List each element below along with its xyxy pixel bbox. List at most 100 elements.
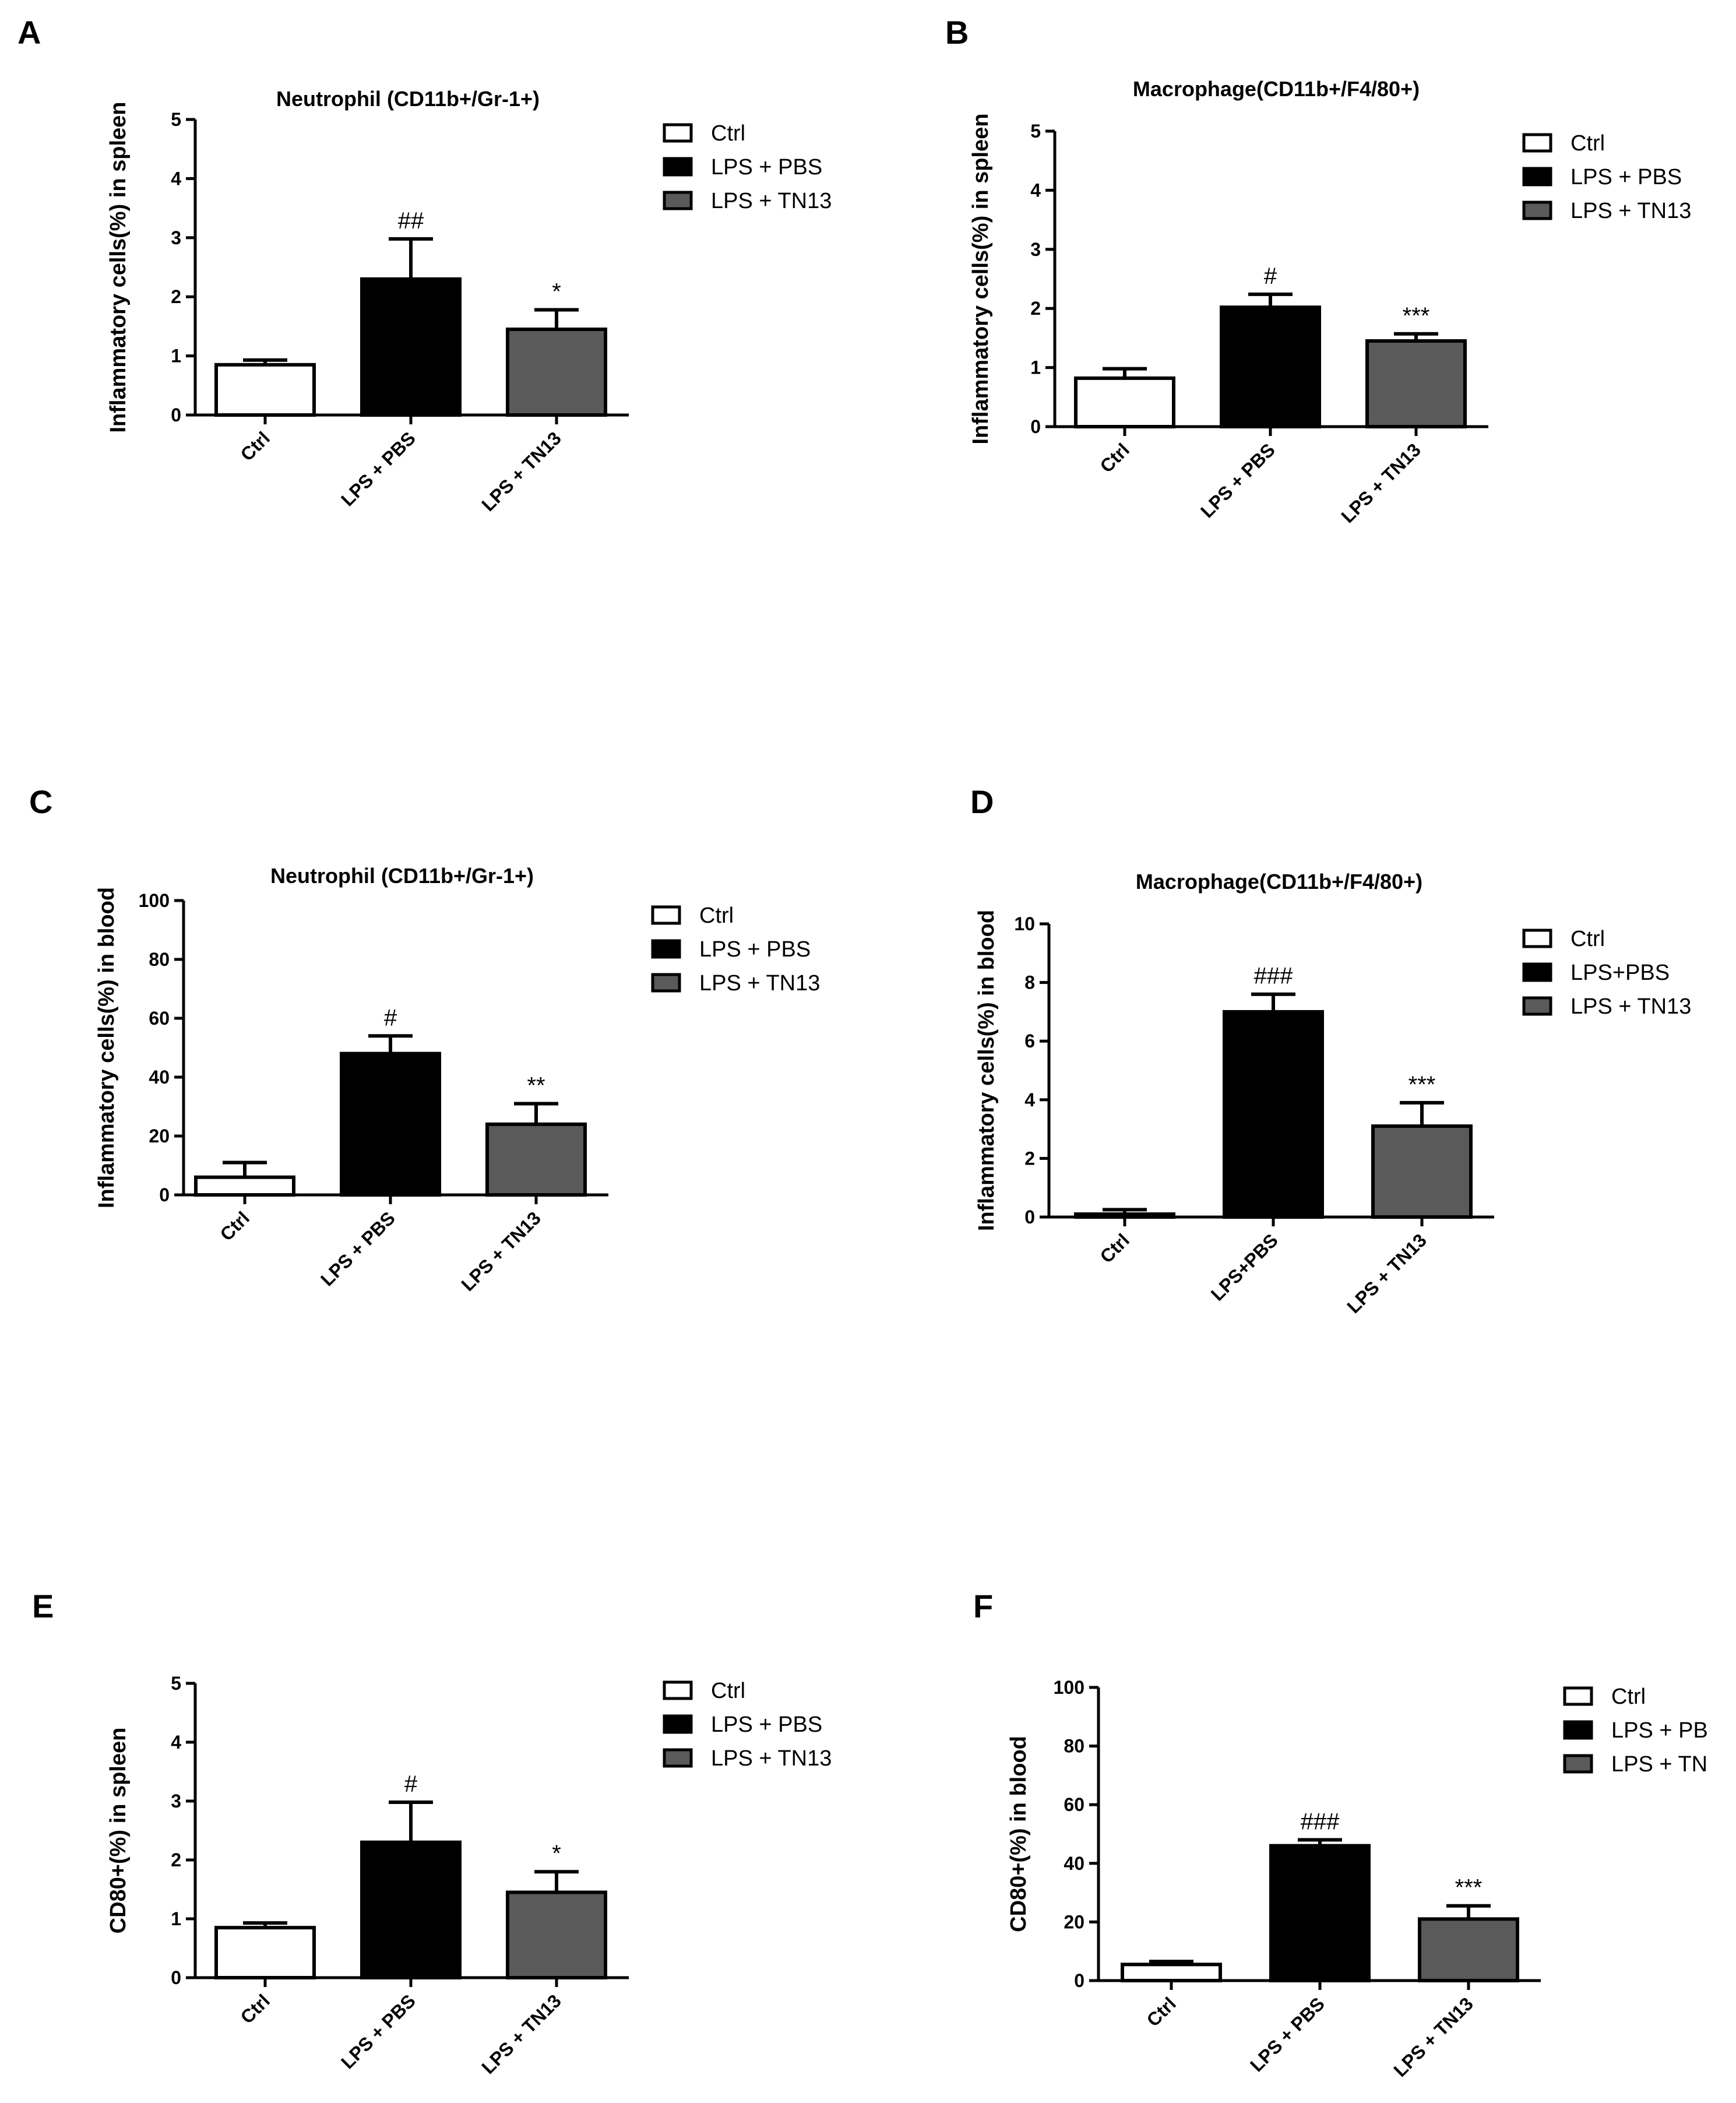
bar [360,277,462,417]
y-tick-label: 1 [1030,357,1041,378]
y-axis-label: Inflammatory cells(%) in spleen [106,101,131,432]
bar [506,1890,607,1980]
y-axis-label: Inflammatory cells(%) in spleen [969,113,993,444]
panel-letter: D [970,783,994,820]
legend-label: LPS+PBS [1571,961,1670,985]
y-tick-label: 3 [1030,239,1041,260]
legend-label: LPS + TN [1611,1752,1707,1777]
x-tick-label: Ctrl [216,1207,253,1244]
x-tick-label: LPS + TN13 [1337,439,1425,527]
legend-label: LPS + PBS [711,155,822,180]
legend: Ctrl LPS+PBS LPS + TN13 [1522,927,1691,1019]
y-tick-label: 5 [1030,121,1041,142]
y-axis-label: Inflammatory cells(%) in blood [974,910,999,1231]
legend: Ctrl LPS + PBS LPS + TN13 [651,903,820,996]
chart-panel-e: E CD80+(%) in spleen 0 1 2 3 4 5 Ctrl # LPS + PBS *… [32,1588,832,2078]
legend-swatch [663,1748,693,1768]
x-tick-label: LPS + TN13 [477,1990,565,2078]
y-tick-label: 6 [1024,1031,1035,1052]
legend-swatch [1563,1754,1593,1774]
y-axis-label: CD80+(%) in spleen [106,1728,131,1934]
x-tick-label: LPS + PBS [337,1990,420,2073]
legend-swatch [1522,167,1552,187]
y-tick-label: 80 [1064,1736,1084,1757]
y-tick-label: 2 [171,1849,181,1870]
x-tick-label: Ctrl [237,1990,274,2027]
panel-letter: C [29,783,52,820]
x-tick-label: LPS + PBS [1196,439,1279,522]
legend-label: Ctrl [1611,1684,1646,1709]
y-tick-label: 20 [1064,1911,1084,1932]
chart-panel-c: C Neutrophil (CD11b+/Gr-1+) Inflammatory c… [29,783,820,1295]
x-tick-label: LPS+PBS [1207,1229,1282,1304]
y-tick-label: 80 [149,949,170,970]
legend-swatch [1522,996,1552,1016]
panel-letter: A [17,14,41,51]
significance-marker: *** [1455,1875,1483,1901]
x-tick-label: Ctrl [1143,1993,1180,2030]
legend-swatch [651,939,681,959]
significance-marker: * [552,1841,561,1866]
y-tick-label: 5 [171,109,181,130]
x-tick-label: LPS + PBS [1246,1993,1329,2076]
bar [1074,376,1175,428]
bar [360,1840,462,1979]
y-tick-label: 5 [171,1673,181,1694]
legend-label: LPS + TN13 [1571,199,1691,223]
legend: Ctrl LPS + PBS LPS + TN13 [663,1679,832,1771]
x-tick-label: Ctrl [1096,1229,1133,1267]
legend-label: Ctrl [699,903,734,928]
legend-label: LPS + TN13 [699,971,820,996]
chart-panel-d: D Macrophage(CD11b+/F4/80+) Inflammatory c… [970,783,1691,1317]
bar [214,1926,316,1979]
bar [1220,305,1321,428]
y-tick-label: 100 [1054,1677,1084,1698]
y-tick-label: 8 [1024,972,1035,993]
y-tick-label: 40 [1064,1853,1084,1874]
bar [1365,339,1467,428]
legend-label: LPS + PB [1611,1718,1708,1743]
legend-swatch [663,123,693,143]
y-tick-label: 4 [171,168,181,189]
y-tick-label: 2 [1024,1148,1035,1169]
y-axis-label: Inflammatory cells(%) in blood [94,887,119,1208]
y-tick-label: 60 [149,1008,170,1029]
significance-marker: ## [398,208,424,234]
x-tick-label: Ctrl [1096,439,1133,476]
legend-swatch [651,973,681,993]
y-tick-label: 0 [171,405,181,425]
legend-label: LPS + TN13 [1571,994,1691,1019]
legend-label: LPS + PBS [711,1712,822,1737]
significance-marker: * [552,279,561,305]
legend-swatch [1522,962,1552,982]
y-tick-label: 2 [171,286,181,307]
bar [485,1122,587,1197]
x-tick-label: LPS + TN13 [1389,1993,1477,2081]
y-tick-label: 4 [1024,1089,1035,1110]
bar [1269,1844,1371,1983]
legend-swatch [651,905,681,925]
legend-swatch [1522,133,1552,153]
x-tick-label: LPS + PBS [316,1207,399,1290]
y-tick-label: 0 [1024,1207,1035,1228]
panel-letter: F [973,1588,993,1624]
y-tick-label: 4 [1030,180,1041,201]
x-tick-label: LPS + TN13 [477,427,565,515]
legend-label: LPS + PBS [1571,165,1682,189]
bar [340,1052,441,1197]
x-tick-label: LPS + TN13 [457,1207,545,1295]
significance-marker: # [384,1005,397,1031]
bar [506,327,607,417]
bar [1074,1212,1175,1219]
significance-marker: *** [1408,1072,1436,1098]
chart-panel-b: B Macrophage(CD11b+/F4/80+) Inflammatory c… [945,14,1691,527]
legend: Ctrl LPS + PB LPS + TN [1563,1684,1708,1777]
legend-label: Ctrl [1571,131,1605,156]
legend-swatch [663,157,693,177]
y-tick-label: 3 [171,1791,181,1812]
y-tick-label: 2 [1030,298,1041,319]
bar [1121,1963,1222,1982]
y-tick-label: 1 [171,346,181,367]
legend-label: Ctrl [711,121,745,146]
legend-swatch [1563,1686,1593,1706]
